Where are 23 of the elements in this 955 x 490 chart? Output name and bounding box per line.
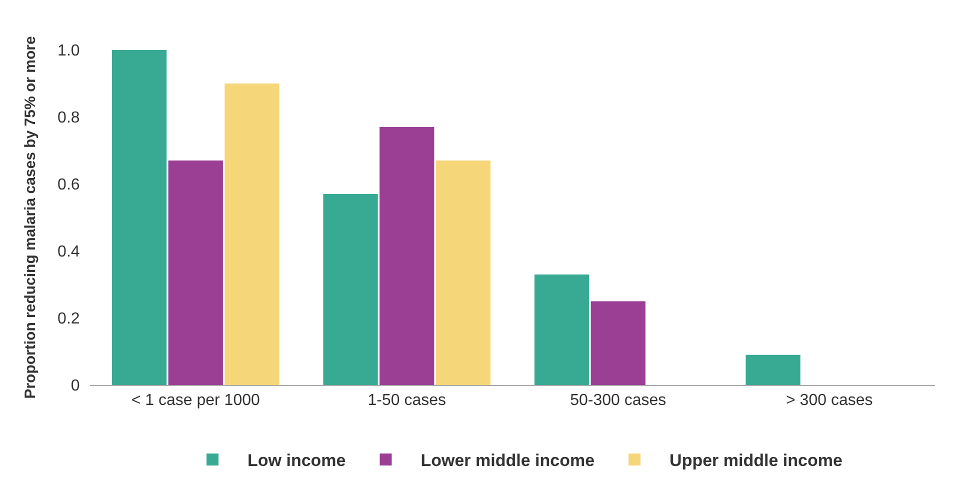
bar	[380, 127, 434, 385]
y-tick-label: 0.6	[58, 176, 80, 194]
y-tick-label: 1.0	[58, 42, 80, 60]
x-tick-label: < 1 case per 1000	[131, 392, 260, 410]
bar	[168, 160, 223, 385]
bar	[746, 354, 800, 385]
x-tick-label: 1-50 cases	[368, 392, 446, 410]
bar	[112, 50, 167, 385]
y-tick-label: 0	[70, 378, 80, 395]
y-tick-label: 0.8	[58, 110, 80, 127]
bar	[534, 274, 590, 385]
x-tick-label: > 300 cases	[786, 392, 873, 410]
bar	[224, 84, 280, 385]
y-tick-label: 0.2	[58, 310, 80, 328]
y-tick-label: 0.4	[58, 244, 80, 261]
legend-label: Low income	[248, 451, 346, 470]
legend-label: Lower middle income	[420, 451, 595, 470]
bar	[436, 160, 491, 385]
y-axis-title: Proportion reducing malaria cases by 75% or more	[22, 36, 39, 399]
bar	[323, 194, 378, 385]
bar	[590, 301, 646, 385]
legend-label: Upper middle income	[670, 451, 842, 470]
x-tick-label: 50-300 cases	[570, 392, 666, 410]
